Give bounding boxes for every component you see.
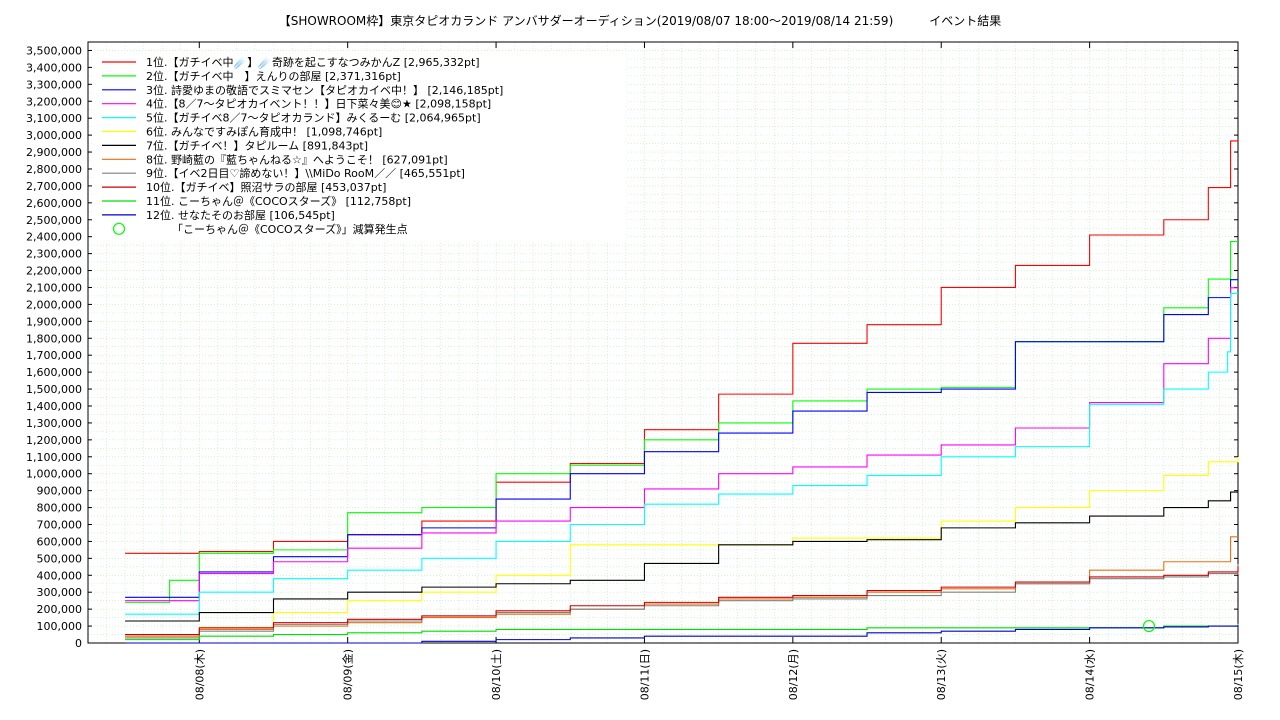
legend-marker [112,222,126,235]
y-tick-label: 300,000 [37,586,83,599]
y-tick-label: 100,000 [37,620,83,633]
y-tick-label: 1,100,000 [26,451,82,464]
y-tick-label: 2,300,000 [26,248,82,261]
y-tick-label: 1,600,000 [26,366,82,379]
y-tick-label: 1,500,000 [26,383,82,396]
y-tick-label: 2,800,000 [26,163,82,176]
x-tick-label: 08/09(金) [341,649,355,700]
y-tick-label: 2,900,000 [26,146,82,159]
y-tick-label: 800,000 [37,502,83,515]
legend-label: 10位.【ガチイベ】照沼サラの部屋 [453,037pt] [146,180,386,194]
y-tick-label: 1,300,000 [26,417,82,430]
y-tick-label: 1,700,000 [26,349,82,362]
legend-marker-label: 「こーちゃん＠《COCOスターズ》」減算発生点 [172,222,408,236]
y-tick-label: 2,200,000 [26,265,82,278]
y-tick-label: 2,600,000 [26,197,82,210]
x-tick-label: 08/15(木) [1232,649,1245,700]
legend-box [94,51,626,241]
y-tick-label: 3,000,000 [26,129,82,142]
y-tick-label: 500,000 [37,552,83,565]
legend-label: 8位. 野崎藍の『藍ちゃんねる☆』へようこそ！ [627,091pt] [146,152,448,166]
legend-label: 5位.【ガチイベ8／7〜タピオカランド】みくるーむ [2,064,965pt] [146,111,481,125]
legend-label: 1位.【ガチイベ中☄️】☄️奇跡を起こすなつみかんZ [2,965,332pt] [146,55,480,70]
series-line [125,491,1238,622]
y-tick-label: 600,000 [37,535,83,548]
y-tick-label: 2,100,000 [26,281,82,294]
y-tick-label: 3,400,000 [26,61,82,74]
series-group [125,140,1239,644]
legend-label: 12位. せなたそのお部屋 [106,545pt] [146,208,335,222]
x-tick-label: 08/14(水) [1084,649,1097,700]
y-tick-label: 1,000,000 [26,468,82,481]
y-tick-label: 2,700,000 [26,180,82,193]
y-tick-label: 700,000 [37,518,83,531]
legend-label: 9位.【イベ2日目♡諦めない！】\\MiDo RooM／／ [465,551pt… [146,166,465,180]
plot-frame [87,41,1239,644]
legend-label: 3位. 詩愛ゆまの敬語でスミマセン【タピオカイベ中！】 [2,146,185pt… [146,83,503,97]
x-axis: 08/08(木) 08/09(金) 08/10(土) 08/11(日) 08/12(月)… [193,42,1245,700]
subtraction-marker [1142,619,1156,633]
series-line [125,292,1238,615]
legend: 1位.【ガチイベ中☄️】☄️奇跡を起こすなつみかんZ [2,965,332pt]… [94,51,626,241]
y-tick-label: 0 [75,637,82,650]
y-tick-label: 2,400,000 [26,231,82,244]
y-tick-label: 2,000,000 [26,298,82,311]
chart-title: 【SHOWROOM枠】東京タピオカランド アンバサダーオーディション(2019/… [278,14,1002,28]
legend-label: 11位. こーちゃん＠《COCOスターズ》 [112,758pt] [146,194,411,208]
legend-label: 6位. みんなですみぽん育成中！ [1,098,746pt] [146,125,382,139]
legend-label: 7位.【ガチイベ！】タピルーム [891,843pt] [146,138,368,152]
y-tick-label: 2,500,000 [26,214,82,227]
y-axis: 0 100,000 200,000 300,000 400,000 500,000 600,… [26,44,1238,650]
y-tick-label: 1,200,000 [26,434,82,447]
y-tick-label: 1,800,000 [26,332,82,345]
x-tick-label: 08/08(木) [193,649,206,700]
series-line [125,566,1239,636]
x-tick-label: 08/13(火) [935,649,948,700]
legend-label: 4位.【8／7〜タピオカイベント！！】日下菜々美😊★ [2,098,158pt] [146,97,491,111]
legend-label: 2位.【ガチイベ中 】えんりの部屋 [2,371,316pt] [146,69,401,83]
y-tick-label: 400,000 [37,569,83,582]
y-tick-label: 1,400,000 [26,400,82,413]
y-tick-label: 900,000 [37,485,83,498]
y-tick-label: 3,200,000 [26,95,82,108]
series-line [125,287,1238,602]
y-tick-label: 3,500,000 [26,44,82,57]
x-tick-label: 08/11(日) [638,649,651,700]
grid [87,41,1239,644]
y-tick-label: 200,000 [37,603,83,616]
series-line [125,456,1239,639]
series-line [125,624,1239,644]
y-tick-label: 3,300,000 [26,78,82,91]
x-tick-label: 08/12(月) [787,649,800,700]
x-tick-label: 08/10(土) [490,649,503,700]
y-tick-label: 3,100,000 [26,112,82,125]
y-tick-label: 1,900,000 [26,315,82,328]
